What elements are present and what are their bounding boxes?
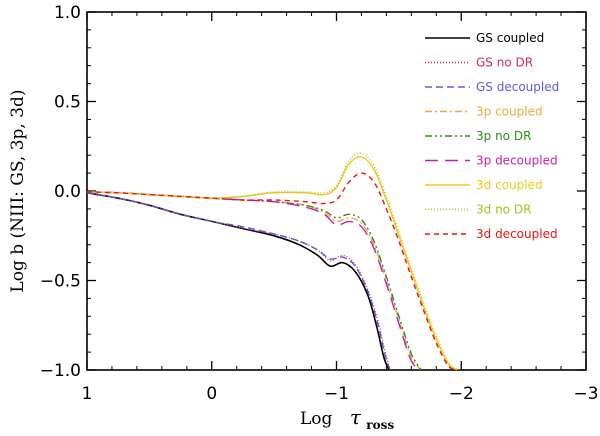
legend-label-3p-no-dr: 3p no DR: [476, 129, 531, 143]
legend-label-3p-coupled: 3p coupled: [476, 105, 543, 119]
y-axis-title: Log b (NIII: GS, 3p, 3d): [8, 89, 28, 292]
x-tick-labels: 1 0 −1 −2 −3: [82, 384, 599, 404]
x-tick-label: −2: [449, 384, 474, 404]
series-line-3d-no-dr: [87, 152, 460, 370]
legend-label-gs-coupled: GS coupled: [476, 31, 544, 45]
series-lines: [87, 152, 460, 370]
y-tick-label: 0.5: [54, 93, 81, 113]
y-tick-label: −0.5: [40, 272, 81, 292]
x-axis-title: Log τ ross: [300, 405, 394, 432]
legend-label-3d-coupled: 3d coupled: [476, 178, 543, 192]
y-tick-label: 0.0: [54, 182, 81, 202]
series-line-3p-no-dr: [87, 191, 422, 370]
series-line-3p-decoupled: [87, 191, 422, 370]
x-axis-title-log: Log: [300, 409, 333, 429]
axis-ticks: [86, 11, 587, 371]
series-line-3p-coupled: [87, 191, 422, 370]
legend-label-3d-decoupled: 3d decoupled: [476, 227, 558, 241]
series-line-3d-decoupled: [87, 172, 460, 370]
x-tick-label: −1: [324, 384, 349, 404]
x-tick-label: 1: [82, 384, 93, 404]
legend-label-gs-no-dr: GS no DR: [476, 56, 533, 70]
legend-label-3d-no-dr: 3d no DR: [476, 203, 531, 217]
legend-label-3p-decoupled: 3p decoupled: [476, 154, 558, 168]
y-tick-label: −1.0: [40, 361, 81, 381]
x-axis-title-subscript: ross: [366, 418, 394, 432]
x-axis-title-tau: τ: [350, 405, 362, 429]
x-tick-label: 0: [206, 384, 217, 404]
y-tick-labels: 1.0 0.5 0.0 −0.5 −1.0: [40, 3, 81, 381]
series-line-gs-decoupled: [87, 192, 391, 370]
x-tick-label: −3: [573, 384, 598, 404]
y-tick-label: 1.0: [54, 3, 81, 23]
legend: GS coupled GS no DR GS decoupled 3p coupled…: [425, 31, 559, 241]
legend-label-gs-decoupled: GS decoupled: [476, 80, 559, 94]
series-line-gs-no-dr: [87, 192, 391, 370]
